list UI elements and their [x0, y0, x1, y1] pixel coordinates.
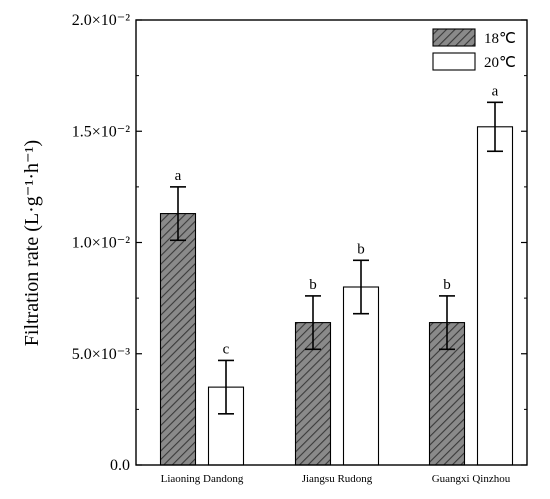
y-axis-label: Filtration rate (L·g⁻¹·h⁻¹) — [21, 140, 43, 346]
x-category-label: Guangxi Qinzhou — [432, 473, 511, 485]
legend-swatch — [432, 28, 476, 47]
plot-area: 0.0 5.0×10⁻³ 1.0×10⁻² 1.5×10⁻² 2.0×10⁻² a b b c b… — [72, 12, 528, 485]
significance-label: a — [175, 168, 182, 184]
legend-swatch — [432, 52, 476, 71]
y-tick-label: 1.0×10⁻² — [72, 235, 130, 252]
x-category-label: Jiangsu Rudong — [302, 473, 373, 485]
significance-label: a — [492, 83, 499, 99]
y-tick-label: 1.5×10⁻² — [72, 123, 130, 140]
y-tick-label: 2.0×10⁻² — [72, 12, 130, 29]
legend-label: 20℃ — [484, 55, 516, 71]
significance-label: b — [357, 241, 365, 257]
plot-frame — [135, 19, 528, 466]
significance-label: b — [443, 277, 451, 293]
legend-label: 18℃ — [484, 31, 516, 47]
significance-label: b — [309, 277, 317, 293]
y-tick-label: 5.0×10⁻³ — [72, 346, 130, 363]
significance-label: c — [223, 341, 230, 357]
bar — [476, 126, 514, 466]
x-category-label: Liaoning Dandong — [161, 473, 244, 485]
bar — [159, 213, 197, 466]
y-tick-label: 0.0 — [110, 457, 130, 474]
